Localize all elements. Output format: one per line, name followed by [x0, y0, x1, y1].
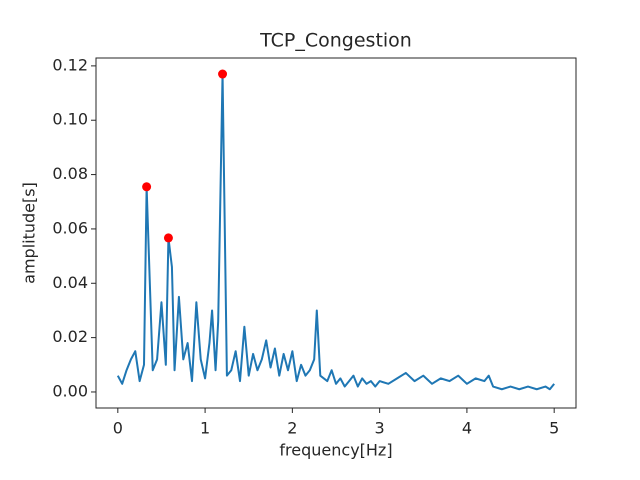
x-tick-label: 4 — [462, 419, 472, 438]
y-tick-label: 0.12 — [52, 55, 88, 74]
y-tick-label: 0.02 — [52, 327, 88, 346]
data-line — [116, 73, 555, 391]
y-tick-label: 0.06 — [52, 218, 88, 237]
y-tick-label: 0.00 — [52, 381, 88, 400]
plot-frame — [95, 57, 577, 409]
x-tick-label: 2 — [287, 419, 297, 438]
x-tick-label: 0 — [113, 419, 123, 438]
y-tick-label: 0.08 — [52, 164, 88, 183]
y-tick-label: 0.10 — [52, 110, 88, 129]
peak-marker — [142, 182, 152, 192]
y-axis-label: amplitude[s] — [20, 182, 39, 284]
x-tick-label: 5 — [549, 419, 559, 438]
x-tick-label: 3 — [375, 419, 385, 438]
x-axis-label: frequency[Hz] — [279, 441, 392, 460]
x-tick-label: 1 — [200, 419, 210, 438]
y-tick-label: 0.04 — [52, 273, 88, 292]
chart-title: TCP_Congestion — [259, 30, 412, 52]
peak-marker — [218, 69, 228, 79]
peak-marker — [163, 233, 173, 243]
